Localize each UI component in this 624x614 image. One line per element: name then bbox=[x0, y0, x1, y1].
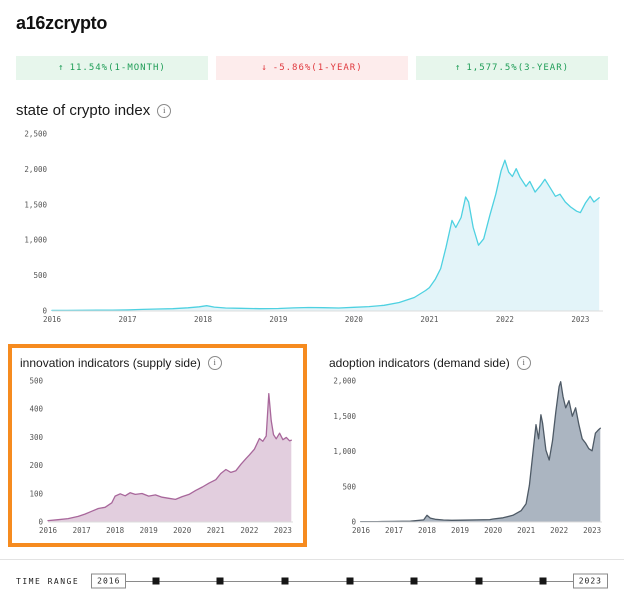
svg-text:2022: 2022 bbox=[550, 526, 568, 535]
svg-text:1,500: 1,500 bbox=[333, 412, 356, 421]
svg-text:2016: 2016 bbox=[39, 526, 58, 535]
svg-text:500: 500 bbox=[33, 271, 47, 280]
slider-tick bbox=[281, 577, 289, 585]
badge-3-year-change: ↑ 1,577.5%(3-YEAR) bbox=[416, 56, 608, 80]
a16zcrypto-logo[interactable]: a16zcrypto bbox=[16, 13, 108, 33]
svg-text:2016: 2016 bbox=[43, 315, 62, 324]
svg-text:2,500: 2,500 bbox=[24, 130, 47, 139]
header: a16zcrypto bbox=[0, 0, 624, 40]
slider-tick bbox=[346, 577, 354, 585]
svg-text:2019: 2019 bbox=[140, 526, 158, 535]
svg-text:0: 0 bbox=[38, 518, 43, 527]
indicator-panels-row: innovation indicators (supply side) i 0 1… bbox=[0, 344, 624, 547]
slider-handle-start[interactable]: 2016 bbox=[91, 573, 127, 589]
down-arrow-icon: ↓ bbox=[261, 63, 268, 73]
svg-text:500: 500 bbox=[342, 482, 356, 491]
time-range-label: TIME RANGE bbox=[16, 576, 80, 586]
slider-tick bbox=[410, 577, 418, 585]
slider-tick bbox=[216, 577, 224, 585]
svg-text:300: 300 bbox=[29, 433, 43, 442]
badge-1-year-change: ↓ -5.86%(1-YEAR) bbox=[216, 56, 408, 80]
svg-text:400: 400 bbox=[29, 405, 43, 414]
innovation-panel-highlighted: innovation indicators (supply side) i 0 1… bbox=[8, 344, 307, 547]
svg-text:200: 200 bbox=[29, 461, 43, 470]
badge-3-year-value: 1,577.5%(3-YEAR) bbox=[466, 63, 570, 73]
svg-text:2020: 2020 bbox=[484, 526, 503, 535]
time-range-bar: TIME RANGE 2016 2023 bbox=[0, 559, 624, 589]
index-section-title: state of crypto index i bbox=[0, 102, 624, 119]
svg-text:2,000: 2,000 bbox=[24, 165, 47, 174]
svg-text:2021: 2021 bbox=[517, 526, 535, 535]
svg-text:2019: 2019 bbox=[451, 526, 469, 535]
innovation-area-chart[interactable]: 0 100 200 300 400 500 2016 2017 2018 2019 2020 2021… bbox=[20, 374, 298, 536]
slider-tick bbox=[539, 577, 547, 585]
adoption-panel: adoption indicators (demand side) i 0 500… bbox=[317, 344, 616, 547]
up-arrow-icon: ↑ bbox=[58, 63, 65, 73]
svg-text:2023: 2023 bbox=[571, 315, 589, 324]
svg-text:2019: 2019 bbox=[269, 315, 287, 324]
svg-text:1,500: 1,500 bbox=[24, 200, 47, 209]
badge-1-month-value: 11.54%(1-MONTH) bbox=[69, 63, 166, 73]
svg-text:2022: 2022 bbox=[496, 315, 514, 324]
svg-text:1,000: 1,000 bbox=[333, 447, 356, 456]
page-title: state of crypto index bbox=[16, 102, 151, 119]
svg-text:2018: 2018 bbox=[106, 526, 125, 535]
svg-text:2022: 2022 bbox=[240, 526, 258, 535]
svg-text:1,000: 1,000 bbox=[24, 236, 47, 245]
innovation-panel-title: innovation indicators (supply side) i bbox=[20, 356, 299, 370]
index-area-chart[interactable]: 0 500 1,000 1,500 2,000 2,500 2016 2017 2018 2019… bbox=[16, 127, 608, 325]
svg-text:2021: 2021 bbox=[420, 315, 438, 324]
slider-handle-end[interactable]: 2023 bbox=[572, 573, 608, 589]
svg-text:2021: 2021 bbox=[207, 526, 225, 535]
slider-tick bbox=[475, 577, 483, 585]
adoption-area-chart[interactable]: 0 500 1,000 1,500 2,000 2016 2017 2018 2019 2020 2… bbox=[329, 374, 607, 536]
adoption-title-text: adoption indicators (demand side) bbox=[329, 356, 510, 370]
svg-text:0: 0 bbox=[42, 307, 47, 316]
svg-text:2018: 2018 bbox=[194, 315, 213, 324]
svg-text:2017: 2017 bbox=[385, 526, 403, 535]
slider-tick bbox=[152, 577, 160, 585]
svg-text:2017: 2017 bbox=[73, 526, 91, 535]
svg-text:100: 100 bbox=[29, 489, 43, 498]
badge-1-month-change: ↑ 11.54%(1-MONTH) bbox=[16, 56, 208, 80]
innovation-title-text: innovation indicators (supply side) bbox=[20, 356, 201, 370]
svg-text:500: 500 bbox=[29, 377, 43, 386]
badge-1-year-value: -5.86%(1-YEAR) bbox=[272, 63, 363, 73]
info-icon[interactable]: i bbox=[157, 103, 172, 118]
svg-text:2020: 2020 bbox=[173, 526, 192, 535]
svg-text:2017: 2017 bbox=[118, 315, 136, 324]
svg-text:2023: 2023 bbox=[583, 526, 601, 535]
adoption-panel-title: adoption indicators (demand side) i bbox=[329, 356, 608, 370]
svg-text:2020: 2020 bbox=[345, 315, 364, 324]
stat-badges-row: ↑ 11.54%(1-MONTH) ↓ -5.86%(1-YEAR) ↑ 1,5… bbox=[0, 56, 624, 80]
svg-text:2023: 2023 bbox=[274, 526, 292, 535]
svg-text:2018: 2018 bbox=[418, 526, 437, 535]
up-arrow-icon: ↑ bbox=[454, 63, 462, 73]
time-range-slider[interactable]: 2016 2023 bbox=[91, 573, 608, 589]
svg-text:2,000: 2,000 bbox=[333, 377, 356, 386]
info-icon[interactable]: i bbox=[207, 356, 222, 370]
svg-text:2016: 2016 bbox=[352, 526, 371, 535]
info-icon[interactable]: i bbox=[516, 356, 531, 370]
state-of-crypto-index-chart: 0 500 1,000 1,500 2,000 2,500 2016 2017 2018 2019… bbox=[16, 127, 608, 330]
svg-text:0: 0 bbox=[351, 518, 356, 527]
